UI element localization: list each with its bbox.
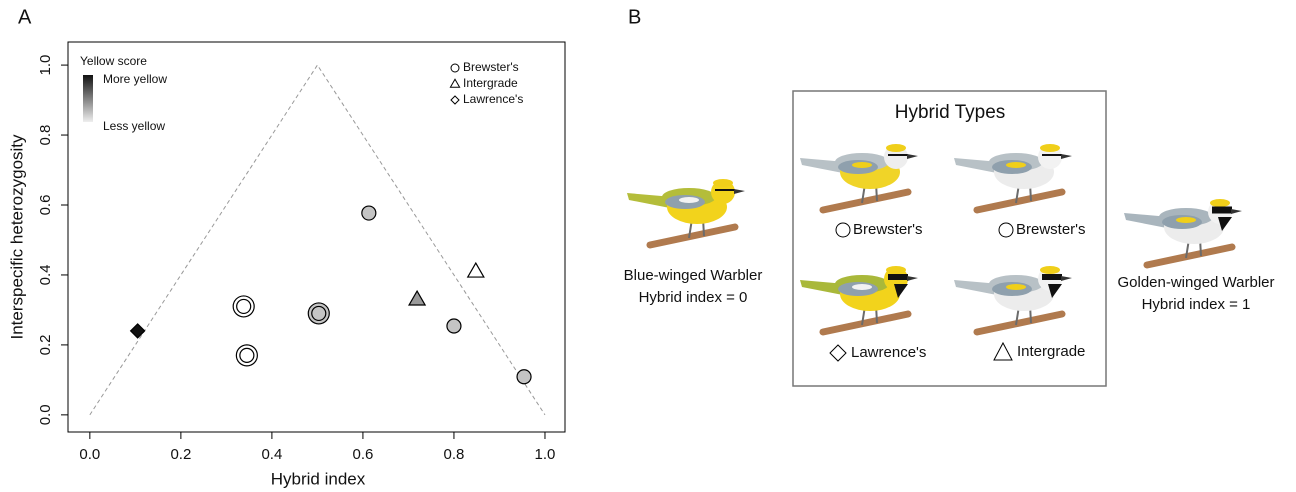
crown bbox=[1040, 144, 1060, 152]
point bbox=[361, 205, 377, 221]
panel-label: B bbox=[628, 6, 641, 28]
branch bbox=[973, 310, 1066, 336]
bird-illustration bbox=[954, 266, 1072, 336]
hybrid-name: Brewster's bbox=[1016, 221, 1086, 238]
y-axis-title: Interspecific heterozygosity bbox=[7, 134, 26, 340]
hybrid-symbol bbox=[993, 341, 1013, 361]
bird-illustration bbox=[627, 179, 745, 249]
x-tick-label: 0.2 bbox=[170, 446, 191, 463]
color-legend-low: Less yellow bbox=[103, 119, 165, 133]
point bbox=[129, 323, 146, 339]
point bbox=[407, 289, 427, 306]
x-tick-label: 0.8 bbox=[444, 446, 465, 463]
y-tick-label: 1.0 bbox=[37, 55, 54, 76]
legend-marker bbox=[450, 63, 460, 73]
y-tick-label: 0.4 bbox=[37, 265, 54, 286]
hybrid-name: Lawrence's bbox=[851, 344, 926, 361]
wing-bar bbox=[852, 162, 872, 168]
plot-frame bbox=[67, 41, 566, 433]
legend-label: Intergrade bbox=[463, 76, 518, 90]
point bbox=[239, 347, 255, 363]
bird-name: Golden-winged Warbler bbox=[1117, 274, 1274, 291]
branch bbox=[819, 310, 912, 336]
throat bbox=[1218, 217, 1232, 231]
legend-marker bbox=[450, 95, 460, 105]
branch bbox=[819, 188, 912, 214]
hybrid-name: Brewster's bbox=[853, 221, 923, 238]
beak bbox=[734, 189, 745, 194]
branch bbox=[1143, 243, 1236, 269]
legend-marker bbox=[449, 78, 461, 88]
hybrid-box-title: Hybrid Types bbox=[895, 102, 1006, 123]
y-tick-label: 0.2 bbox=[37, 334, 54, 355]
bird-index: Hybrid index = 1 bbox=[1142, 296, 1251, 313]
point bbox=[446, 318, 462, 334]
beak bbox=[1231, 209, 1242, 214]
branch bbox=[973, 188, 1066, 214]
bird-illustration bbox=[954, 144, 1072, 214]
crown bbox=[886, 144, 906, 152]
hybrid-symbol bbox=[835, 222, 851, 238]
point bbox=[236, 298, 252, 315]
bird-illustration bbox=[800, 266, 918, 336]
hybrid-box bbox=[792, 90, 1107, 387]
point bbox=[311, 305, 327, 322]
x-tick-label: 0.4 bbox=[261, 446, 282, 463]
wing-bar bbox=[852, 284, 872, 290]
x-tick-label: 1.0 bbox=[535, 446, 556, 463]
crown bbox=[1040, 266, 1060, 274]
bird-name: Blue-winged Warbler bbox=[624, 267, 763, 284]
wing-bar bbox=[1006, 162, 1026, 168]
reference-line bbox=[89, 64, 546, 416]
wing-bar bbox=[1176, 217, 1196, 223]
branch bbox=[646, 223, 739, 249]
y-tick-label: 0.6 bbox=[37, 195, 54, 216]
beak bbox=[907, 276, 918, 281]
throat bbox=[894, 284, 908, 298]
throat bbox=[1048, 284, 1062, 298]
y-tick-label: 0.8 bbox=[37, 125, 54, 146]
crown bbox=[1210, 199, 1230, 207]
hybrid-symbol bbox=[829, 344, 847, 362]
point bbox=[466, 261, 485, 278]
wing-bar bbox=[679, 197, 699, 203]
hybrid-name: Intergrade bbox=[1017, 343, 1085, 360]
point bbox=[516, 369, 532, 385]
y-tick-label: 0.0 bbox=[37, 404, 54, 425]
beak bbox=[1061, 154, 1072, 159]
color-legend-title: Yellow score bbox=[80, 54, 147, 68]
crown bbox=[886, 266, 906, 274]
wing-bar bbox=[1006, 284, 1026, 290]
x-tick-label: 0.6 bbox=[352, 446, 373, 463]
color-legend-bar bbox=[83, 75, 93, 122]
x-tick-label: 0.0 bbox=[79, 446, 100, 463]
crown bbox=[713, 179, 733, 187]
hybrid-symbol bbox=[998, 222, 1014, 238]
beak bbox=[1061, 276, 1072, 281]
panel-label: A bbox=[18, 6, 32, 28]
beak bbox=[907, 154, 918, 159]
legend-label: Brewster's bbox=[463, 60, 519, 74]
bird-illustration bbox=[1124, 199, 1242, 269]
bird-index: Hybrid index = 0 bbox=[639, 289, 748, 306]
color-legend-high: More yellow bbox=[103, 72, 167, 86]
bird-illustration bbox=[800, 144, 918, 214]
legend-label: Lawrence's bbox=[463, 92, 523, 106]
x-axis-title: Hybrid index bbox=[271, 469, 366, 488]
